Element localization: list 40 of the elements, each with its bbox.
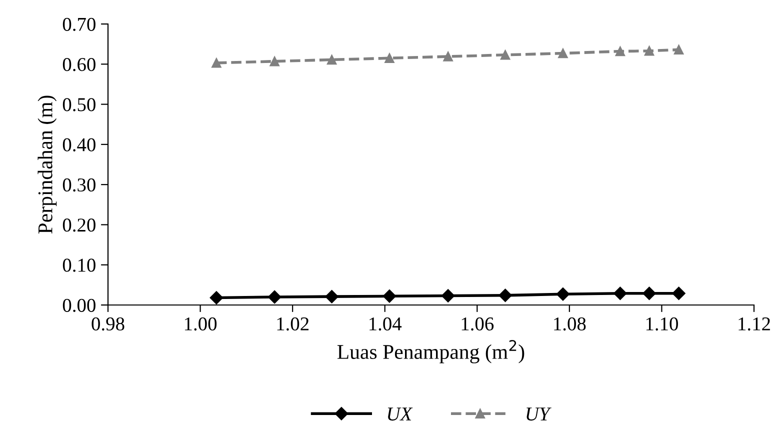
y-axis-title: Perpindahan (m): [38, 96, 57, 234]
point: [642, 286, 656, 300]
point: [384, 53, 394, 63]
point: [270, 56, 280, 66]
point: [441, 289, 455, 302]
point: [672, 286, 686, 300]
y-tick-label: 0.10: [62, 258, 96, 272]
y-tick-label: 0.20: [62, 218, 96, 232]
point: [443, 52, 453, 62]
point: [556, 288, 570, 301]
x-tick-label: 1.02: [277, 317, 309, 331]
point: [210, 291, 224, 304]
point: [500, 50, 510, 60]
x-tick-label: 1.12: [738, 317, 770, 331]
x-axis-title: Luas Penampang (m$^{2}$): [337, 340, 524, 364]
point: [615, 46, 626, 56]
point: [268, 290, 282, 304]
x-tick-label: 1.08: [554, 317, 586, 331]
legend-label: UX: [388, 408, 413, 421]
x-tick-label: 1.00: [184, 317, 217, 331]
x-tick-label: 1.04: [370, 317, 402, 331]
x-tick-label: 1.10: [646, 317, 678, 331]
x-tick-label: 0.98: [92, 317, 124, 331]
point: [325, 290, 338, 304]
point: [382, 290, 396, 303]
y-tick-label: 0.00: [62, 298, 96, 312]
point: [674, 44, 684, 55]
point: [558, 48, 568, 58]
point: [614, 286, 627, 300]
y-tick-label: 0.70: [62, 18, 96, 32]
point: [326, 54, 337, 65]
y-tick-label: 0.30: [62, 178, 96, 192]
y-tick-label: 0.50: [62, 98, 96, 112]
x-tick-label: 1.06: [462, 317, 494, 331]
legend-label: UY: [526, 408, 552, 421]
y-tick-label: 0.40: [62, 138, 96, 152]
point: [498, 288, 512, 302]
point: [644, 46, 654, 56]
y-tick-label: 0.60: [62, 58, 96, 72]
point: [212, 58, 222, 68]
